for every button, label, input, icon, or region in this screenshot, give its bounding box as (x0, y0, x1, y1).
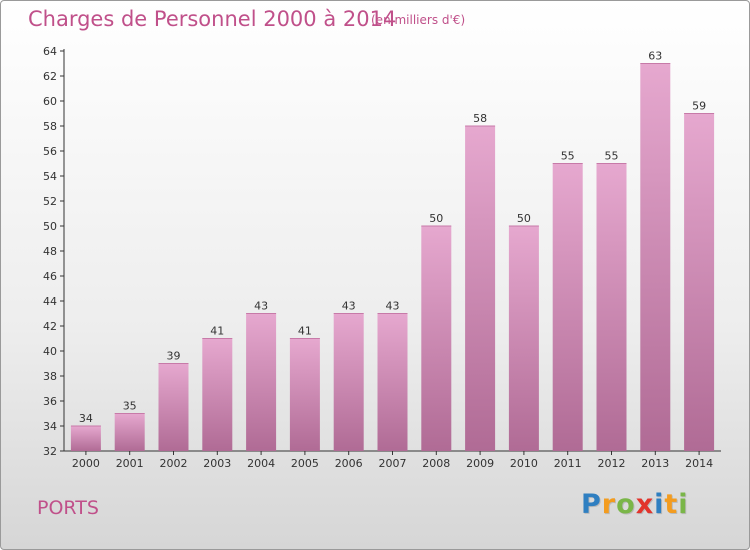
x-tick-label: 2007 (379, 457, 407, 470)
bar (640, 63, 671, 451)
data-label: 41 (210, 325, 224, 338)
brand-letter: x (635, 489, 655, 520)
y-tick-label: 58 (43, 120, 57, 133)
x-tick-label: 2003 (203, 457, 231, 470)
data-label: 55 (561, 150, 575, 163)
bar (684, 113, 715, 451)
x-tick-label: 2000 (72, 457, 100, 470)
y-tick-label: 34 (43, 420, 57, 433)
data-label: 50 (429, 212, 443, 225)
x-tick-label: 2012 (598, 457, 626, 470)
x-tick-label: 2002 (160, 457, 188, 470)
chart-title: Charges de Personnel 2000 à 2014 (28, 7, 397, 31)
data-label: 50 (517, 212, 531, 225)
y-tick-label: 44 (43, 295, 57, 308)
commune-name: PORTS (37, 497, 99, 519)
x-tick-label: 2013 (641, 457, 669, 470)
data-label: 41 (298, 325, 312, 338)
data-label: 43 (386, 300, 400, 313)
y-tick-label: 40 (43, 345, 57, 358)
y-tick-label: 62 (43, 70, 57, 83)
bar (114, 413, 145, 451)
data-label: 43 (254, 300, 268, 313)
y-tick-label: 64 (43, 45, 57, 58)
bar (202, 338, 233, 451)
data-label: 58 (473, 112, 487, 125)
brand-letter: P (581, 489, 602, 520)
y-tick-label: 60 (43, 95, 57, 108)
y-tick-label: 42 (43, 320, 57, 333)
data-label: 34 (79, 412, 93, 425)
bar (289, 338, 320, 451)
chart-subtitle: (en milliers d'€) (371, 13, 466, 27)
x-tick-label: 2006 (335, 457, 363, 470)
bar (333, 313, 364, 451)
y-tick-label: 38 (43, 370, 57, 383)
bar (246, 313, 277, 451)
x-tick-label: 2010 (510, 457, 538, 470)
bar (508, 226, 539, 451)
data-label: 63 (648, 50, 662, 63)
brand-letter: i (654, 489, 665, 520)
y-tick-label: 52 (43, 195, 57, 208)
y-tick-label: 36 (43, 395, 57, 408)
data-label: 55 (605, 150, 619, 163)
y-tick-label: 46 (43, 270, 57, 283)
bar (377, 313, 408, 451)
y-tick-label: 50 (43, 220, 57, 233)
bar (465, 126, 496, 451)
x-tick-label: 2001 (116, 457, 144, 470)
x-tick-label: 2011 (554, 457, 582, 470)
brand-letter: i (678, 489, 689, 520)
bar (421, 226, 452, 451)
x-tick-label: 2004 (247, 457, 275, 470)
y-tick-label: 56 (43, 145, 57, 158)
bar (70, 426, 101, 451)
brand-letter: o (616, 489, 636, 520)
data-label: 39 (167, 350, 181, 363)
data-label: 43 (342, 300, 356, 313)
x-tick-label: 2009 (466, 457, 494, 470)
bar (596, 163, 627, 451)
x-tick-label: 2005 (291, 457, 319, 470)
data-label: 35 (123, 400, 137, 413)
proxiti-logo: Proxiti (581, 489, 689, 520)
y-tick-label: 48 (43, 245, 57, 258)
x-tick-label: 2008 (422, 457, 450, 470)
brand-letter: r (601, 489, 617, 520)
x-tick-label: 2014 (685, 457, 713, 470)
brand-letter: t (664, 489, 679, 520)
data-label: 59 (692, 100, 706, 113)
bar (158, 363, 189, 451)
y-tick-label: 32 (43, 445, 57, 458)
y-tick-label: 54 (43, 170, 57, 183)
bar (552, 163, 583, 451)
